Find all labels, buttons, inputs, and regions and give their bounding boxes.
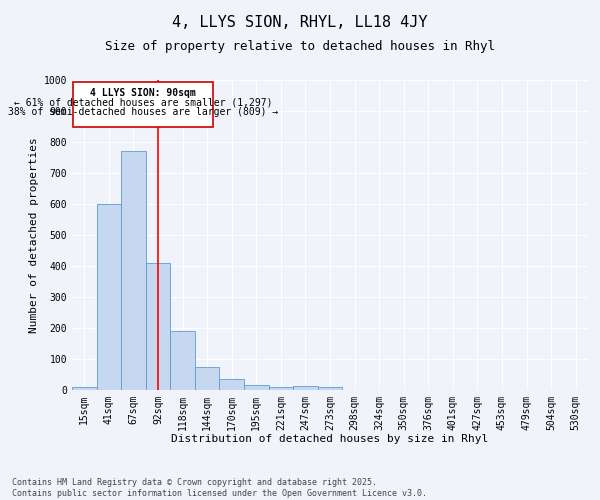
FancyBboxPatch shape — [73, 82, 213, 126]
Bar — [121, 152, 146, 390]
Bar — [97, 204, 121, 390]
Bar — [269, 387, 293, 390]
Bar — [195, 367, 220, 390]
Text: 4, LLYS SION, RHYL, LL18 4JY: 4, LLYS SION, RHYL, LL18 4JY — [172, 15, 428, 30]
Text: ← 61% of detached houses are smaller (1,297): ← 61% of detached houses are smaller (1,… — [14, 97, 272, 107]
Bar — [170, 331, 195, 390]
Bar — [244, 386, 269, 390]
Text: 4 LLYS SION: 90sqm: 4 LLYS SION: 90sqm — [91, 88, 196, 98]
Text: 38% of semi-detached houses are larger (809) →: 38% of semi-detached houses are larger (… — [8, 107, 278, 117]
X-axis label: Distribution of detached houses by size in Rhyl: Distribution of detached houses by size … — [172, 434, 488, 444]
Bar — [146, 263, 170, 390]
Bar — [318, 387, 342, 390]
Bar — [72, 387, 97, 390]
Text: Size of property relative to detached houses in Rhyl: Size of property relative to detached ho… — [105, 40, 495, 53]
Text: Contains HM Land Registry data © Crown copyright and database right 2025.
Contai: Contains HM Land Registry data © Crown c… — [12, 478, 427, 498]
Y-axis label: Number of detached properties: Number of detached properties — [29, 137, 40, 333]
Bar — [293, 386, 318, 390]
Bar — [220, 379, 244, 390]
